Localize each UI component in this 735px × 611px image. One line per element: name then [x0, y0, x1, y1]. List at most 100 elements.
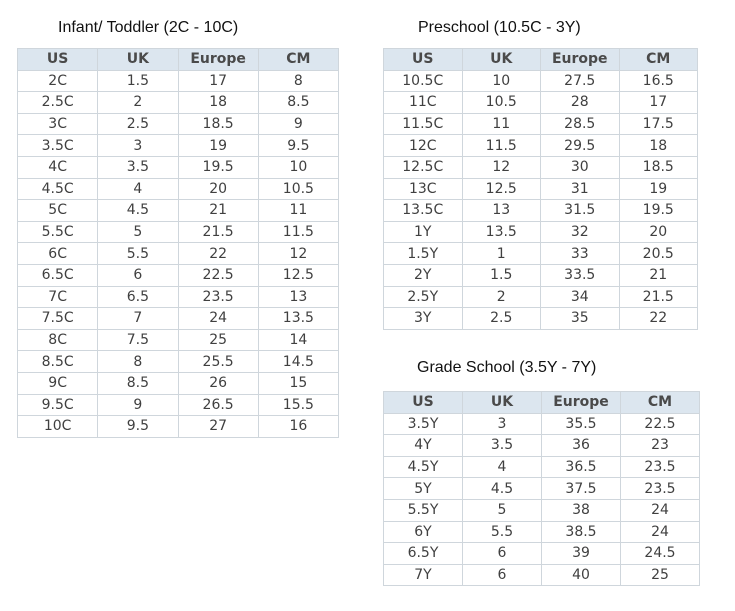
cell-us: 8.5C: [16, 350, 99, 373]
table-row: 10C 9.5 27 16: [16, 415, 340, 438]
cell-cm: 18.5: [618, 155, 698, 179]
cell-europe: 35.5: [541, 412, 621, 436]
cell-cm: 15: [257, 371, 340, 395]
cell-cm: 20: [618, 220, 698, 244]
cell-uk: 6: [462, 563, 542, 587]
cell-us: 5Y: [383, 477, 463, 500]
cell-cm: 19: [618, 177, 698, 201]
cell-uk: 13.5: [461, 220, 541, 244]
table-row: 11C 10.5 28 17: [383, 91, 698, 114]
cell-cm: 24: [620, 498, 700, 522]
grade-school-title: Grade School (3.5Y - 7Y): [417, 359, 597, 376]
table-row: 9.5C 9 26.5 15.5: [16, 393, 340, 417]
cell-europe: 27: [177, 415, 259, 438]
cell-uk: 8.5: [97, 371, 179, 395]
cell-uk: 1.5: [461, 263, 541, 287]
cell-europe: 31: [540, 177, 620, 201]
cell-cm: 10.5: [257, 177, 340, 201]
table-header-row: US UK Europe CM: [383, 48, 698, 71]
cell-us: 11C: [383, 91, 463, 114]
cell-us: 6Y: [383, 520, 463, 544]
cell-uk: 7: [97, 307, 179, 330]
table-row: 6.5C 6 22.5 12.5: [16, 263, 340, 287]
cell-uk: 2.5: [97, 112, 179, 136]
preschool-title: Preschool (10.5C - 3Y): [418, 19, 581, 36]
cell-europe: 28: [540, 91, 620, 114]
cell-cm: 15.5: [257, 393, 340, 417]
cell-cm: 21: [618, 263, 698, 287]
cell-europe: 39: [541, 542, 621, 565]
table-row: 8C 7.5 25 14: [16, 328, 340, 352]
cell-cm: 13.5: [257, 307, 340, 330]
column-header-cm: CM: [257, 48, 340, 71]
cell-uk: 5: [97, 220, 179, 244]
cell-us: 9C: [16, 371, 99, 395]
cell-cm: 13: [257, 285, 340, 309]
cell-uk: 2: [461, 285, 541, 309]
column-header-europe: Europe: [177, 48, 259, 71]
cell-europe: 34: [540, 285, 620, 309]
cell-uk: 11.5: [461, 134, 541, 157]
cell-cm: 11.5: [257, 220, 340, 244]
cell-europe: 40: [541, 563, 621, 587]
column-header-europe: Europe: [540, 48, 620, 71]
table-row: 7C 6.5 23.5 13: [16, 285, 340, 309]
infant-toddler-title: Infant/ Toddler (2C - 10C): [58, 19, 239, 36]
cell-us: 3.5Y: [383, 412, 463, 436]
column-header-uk: UK: [461, 48, 541, 71]
table-row: 3.5Y 3 35.5 22.5: [383, 412, 700, 436]
table-row: 2.5Y 2 34 21.5: [383, 285, 698, 309]
table-row: 7.5C 7 24 13.5: [16, 307, 340, 330]
cell-cm: 24.5: [620, 542, 700, 565]
cell-uk: 4.5: [462, 477, 542, 500]
table-row: 10.5C 10 27.5 16.5: [383, 69, 698, 93]
table-header-row: US UK Europe CM: [383, 391, 700, 414]
table-row: 5.5C 5 21.5 11.5: [16, 220, 340, 244]
table-row: 4.5Y 4 36.5 23.5: [383, 455, 700, 479]
table-row: 6Y 5.5 38.5 24: [383, 520, 700, 544]
cell-uk: 3: [97, 134, 179, 157]
cell-cm: 11: [257, 199, 340, 222]
cell-uk: 9.5: [97, 415, 179, 438]
grade-school-size-table: US UK Europe CM 3.5Y 3 35.5 22.5 4Y 3.5 36 23 4.…: [383, 391, 700, 587]
cell-europe: 36.5: [541, 455, 621, 479]
table-row: 12C 11.5 29.5 18: [383, 134, 698, 157]
cell-us: 1Y: [383, 220, 463, 244]
cell-europe: 33: [540, 242, 620, 265]
cell-cm: 20.5: [618, 242, 698, 265]
cell-europe: 21.5: [177, 220, 259, 244]
cell-uk: 10: [461, 69, 541, 93]
cell-uk: 1: [461, 242, 541, 265]
cell-us: 4.5Y: [383, 455, 463, 479]
table-row: 13C 12.5 31 19: [383, 177, 698, 201]
cell-us: 5C: [16, 199, 99, 222]
cell-us: 6.5C: [16, 263, 99, 287]
table-row: 13.5C 13 31.5 19.5: [383, 199, 698, 222]
cell-uk: 6.5: [97, 285, 179, 309]
column-header-cm: CM: [620, 391, 700, 414]
cell-europe: 37.5: [541, 477, 621, 500]
cell-europe: 21: [177, 199, 259, 222]
cell-europe: 35: [540, 307, 620, 330]
cell-europe: 28.5: [540, 112, 620, 136]
cell-cm: 19.5: [618, 199, 698, 222]
column-header-uk: UK: [97, 48, 179, 71]
cell-europe: 27.5: [540, 69, 620, 93]
cell-europe: 19: [177, 134, 259, 157]
cell-europe: 29.5: [540, 134, 620, 157]
cell-europe: 30: [540, 155, 620, 179]
cell-europe: 26.5: [177, 393, 259, 417]
cell-uk: 4: [462, 455, 542, 479]
cell-europe: 22: [177, 242, 259, 265]
column-header-us: US: [383, 391, 463, 414]
table-header-row: US UK Europe CM: [16, 48, 340, 71]
table-row: 1.5Y 1 33 20.5: [383, 242, 698, 265]
cell-us: 13C: [383, 177, 463, 201]
cell-cm: 14: [257, 328, 340, 352]
cell-uk: 6: [462, 542, 542, 565]
table-row: 3.5C 3 19 9.5: [16, 134, 340, 157]
column-header-europe: Europe: [541, 391, 621, 414]
cell-uk: 4: [97, 177, 179, 201]
cell-europe: 26: [177, 371, 259, 395]
cell-us: 4.5C: [16, 177, 99, 201]
